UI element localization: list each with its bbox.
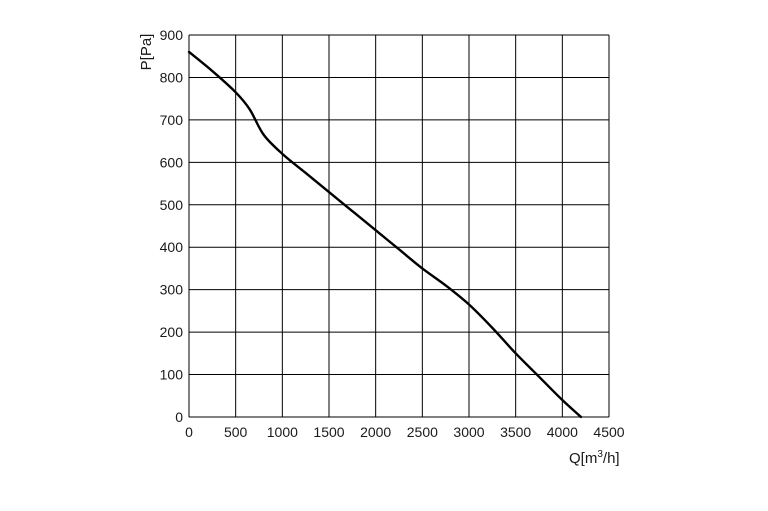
- line-layer: [187, 50, 583, 419]
- y-tick-label: 600: [160, 154, 184, 170]
- x-tick-label: 2000: [360, 424, 391, 440]
- series-line-0: [187, 50, 583, 419]
- x-axis-title-superscript: 3: [597, 449, 603, 460]
- x-tick-label: 0: [185, 424, 193, 440]
- x-tick-label: 2500: [407, 424, 438, 440]
- x-tick-label: 4500: [593, 424, 624, 440]
- y-tick-label: 800: [160, 69, 184, 85]
- y-tick-label: 900: [160, 27, 184, 43]
- y-tick-label: 0: [175, 409, 183, 425]
- y-tick-label: 300: [160, 282, 184, 298]
- y-tick-label: 700: [160, 112, 184, 128]
- x-axis-title: Q[m3/h]: [569, 449, 620, 467]
- x-tick-label: 4000: [547, 424, 578, 440]
- x-axis-title-prefix: Q[m: [569, 450, 597, 467]
- y-axis-title: P[Pa]: [138, 34, 155, 71]
- x-tick-label: 1000: [267, 424, 298, 440]
- y-tick-label: 100: [160, 367, 184, 383]
- x-axis-title-suffix: /h]: [603, 450, 620, 467]
- x-tick-label: 3000: [453, 424, 484, 440]
- tick-layer: 0 500 1000 1500 2000 2500 3000 3500 4000 4500 0 100…: [160, 27, 625, 440]
- grid-layer: [188, 34, 610, 418]
- x-tick-label: 500: [224, 424, 248, 440]
- y-tick-label: 500: [160, 197, 184, 213]
- x-tick-label: 3500: [500, 424, 531, 440]
- y-tick-label: 400: [160, 239, 184, 255]
- y-tick-label: 200: [160, 324, 184, 340]
- x-tick-label: 1500: [313, 424, 344, 440]
